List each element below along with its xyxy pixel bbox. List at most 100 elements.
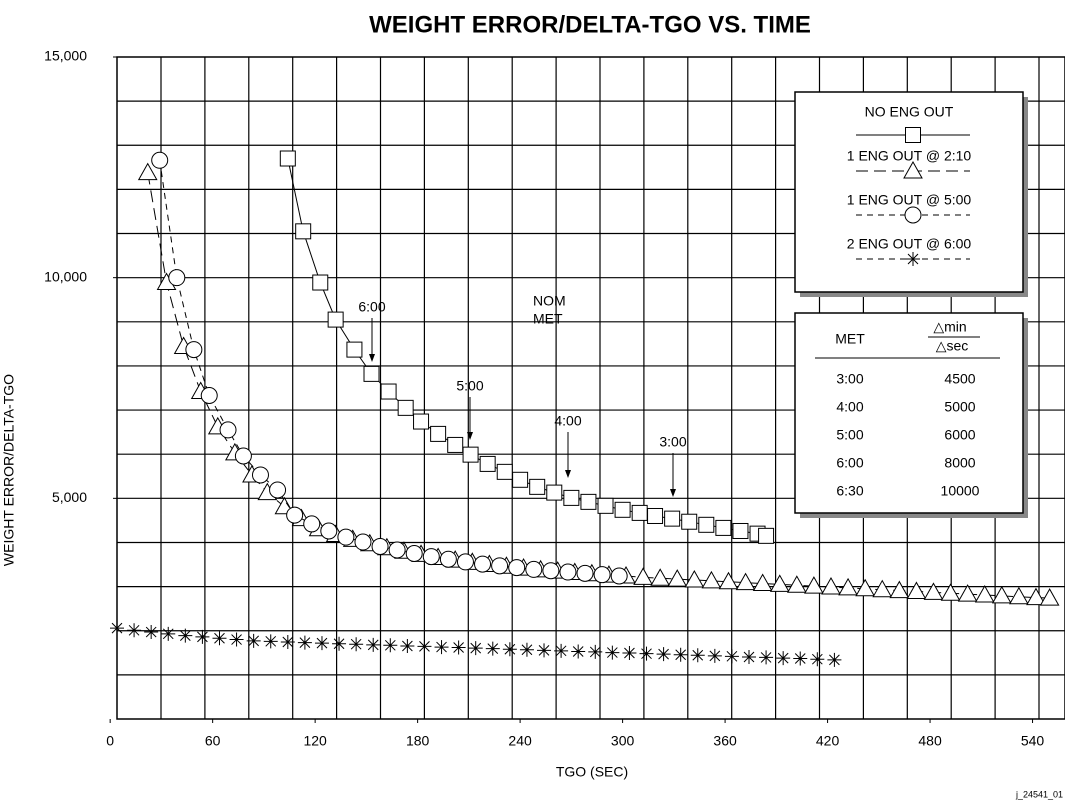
minor-grid — [117, 57, 1065, 719]
marker-square — [312, 274, 329, 291]
marker-triangle — [650, 568, 671, 586]
marker-asterisk — [639, 646, 654, 661]
marker-square — [614, 501, 631, 518]
annotation: NOM — [533, 293, 566, 309]
annotation: 3:00 — [659, 434, 686, 450]
marker-asterisk — [178, 628, 193, 643]
marker-asterisk — [537, 643, 552, 658]
arrow-head — [467, 432, 473, 440]
marker-asterisk — [827, 652, 842, 667]
marker-circle — [303, 515, 321, 533]
marker-triangle — [137, 162, 158, 181]
marker-asterisk — [622, 646, 637, 661]
x-tick-label: 240 — [508, 733, 532, 749]
marker-circle — [422, 548, 440, 566]
table-cell: 4:00 — [836, 399, 863, 415]
marker-asterisk — [263, 634, 278, 649]
legend-label: 1 ENG OUT @ 5:00 — [847, 192, 972, 208]
marker-square — [664, 510, 681, 527]
marker-triangle — [889, 580, 910, 599]
marker-square — [715, 519, 732, 536]
marker-asterisk — [314, 636, 329, 651]
marker-asterisk — [195, 629, 210, 644]
marker-circle — [269, 481, 287, 499]
y-tick-label: 15,000 — [44, 48, 87, 64]
marker-asterisk — [212, 631, 227, 646]
marker-square — [681, 513, 698, 530]
marker-square — [512, 471, 529, 488]
table-cell: 6:00 — [836, 455, 863, 471]
marker-circle — [610, 567, 628, 585]
table-header: MET — [835, 331, 865, 347]
marker-asterisk — [297, 635, 312, 650]
marker-circle — [593, 566, 611, 584]
marker-asterisk — [485, 641, 500, 656]
marker-asterisk — [656, 647, 671, 662]
marker-circle — [371, 537, 389, 555]
marker-circle — [320, 522, 338, 540]
marker-asterisk — [724, 649, 739, 664]
marker-triangle — [804, 576, 824, 594]
x-tick-label: 480 — [918, 733, 942, 749]
marker-square — [732, 522, 749, 539]
marker-circle — [168, 269, 186, 287]
marker-asterisk — [127, 623, 142, 638]
marker-asterisk — [144, 625, 159, 640]
x-tick-label: 120 — [303, 733, 327, 749]
x-tick-label: 180 — [406, 733, 430, 749]
marker-triangle — [718, 571, 739, 590]
marker-triangle — [633, 567, 653, 585]
marker-asterisk — [742, 649, 756, 664]
table-cell: 5000 — [944, 399, 975, 415]
marker-square — [397, 399, 414, 416]
x-tick-label: 420 — [816, 733, 840, 749]
table-cell: 8000 — [944, 455, 975, 471]
marker-triangle — [684, 569, 705, 588]
legend-label: 2 ENG OUT @ 6:00 — [847, 236, 972, 252]
arrow-head — [670, 489, 676, 497]
marker-square — [430, 425, 447, 442]
table-cell: 6000 — [944, 427, 975, 443]
table-header: △min — [933, 319, 966, 335]
table-cell: 4500 — [944, 371, 975, 387]
marker-square — [546, 484, 563, 501]
marker-square — [413, 413, 430, 430]
table-cell: 6:30 — [836, 483, 863, 499]
marker-triangle — [974, 584, 995, 603]
table-cell: 3:00 — [836, 371, 863, 387]
marker-triangle — [1026, 587, 1046, 606]
marker-square — [496, 463, 513, 480]
marker-circle — [151, 151, 169, 169]
marker-asterisk — [793, 651, 808, 666]
x-tick-label: 0 — [106, 733, 114, 749]
marker-circle — [576, 564, 594, 582]
marker-triangle — [752, 573, 773, 592]
marker-asterisk — [366, 637, 381, 652]
plot-frame — [116, 56, 1065, 720]
marker-asterisk — [588, 644, 603, 659]
marker-asterisk — [246, 633, 261, 648]
marker-asterisk — [707, 648, 722, 663]
marker-square — [647, 507, 664, 524]
marker-square — [295, 223, 312, 240]
marker-triangle — [1039, 588, 1060, 606]
marker-triangle — [769, 574, 790, 592]
x-tick-label: 60 — [205, 733, 221, 749]
marker-circle — [491, 557, 509, 575]
marker-asterisk — [673, 647, 688, 662]
marker-square — [597, 497, 614, 514]
footnote: j_24541_01 — [1015, 789, 1063, 799]
marker-square — [563, 489, 580, 506]
x-axis-label: TGO (SEC) — [556, 764, 628, 780]
marker-triangle — [872, 579, 893, 598]
marker-triangle — [855, 578, 876, 597]
marker-asterisk — [383, 638, 398, 653]
marker-circle — [405, 545, 423, 562]
marker-asterisk — [451, 640, 466, 655]
marker-square — [462, 446, 479, 463]
marker-asterisk — [161, 626, 176, 641]
marker-square — [479, 455, 496, 472]
marker-circle — [542, 562, 560, 580]
marker-asterisk — [759, 650, 774, 665]
